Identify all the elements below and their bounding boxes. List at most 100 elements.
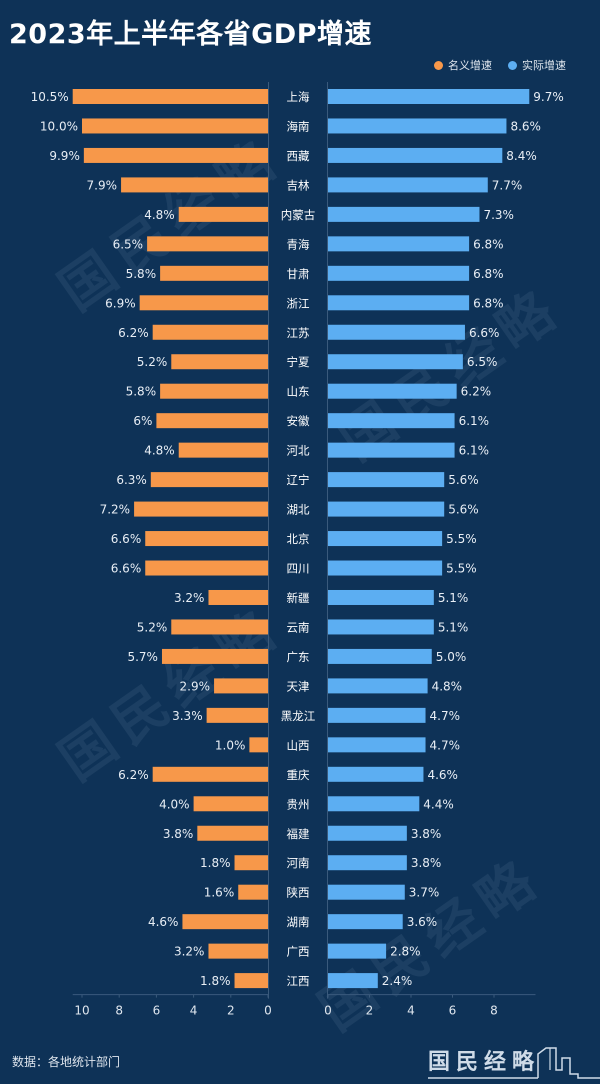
bar-nominal <box>150 472 268 488</box>
bar-real <box>328 501 445 517</box>
bar-real <box>328 619 434 635</box>
label-nominal: 1.0% <box>215 738 246 752</box>
bar-nominal <box>178 206 268 222</box>
label-real: 4.4% <box>423 797 454 811</box>
category-label: 湖北 <box>287 503 310 517</box>
category-label: 江西 <box>287 974 310 988</box>
legend-label-nominal: 名义增速 <box>448 59 492 72</box>
category-label: 山西 <box>287 738 310 752</box>
tick-label-left: 6 <box>153 1004 161 1018</box>
bar-nominal <box>72 89 268 104</box>
bar-nominal <box>160 383 268 399</box>
bar-nominal <box>82 118 268 134</box>
category-label: 河南 <box>287 856 310 870</box>
label-real: 6.2% <box>461 385 492 399</box>
label-nominal: 9.9% <box>49 149 80 163</box>
bar-nominal <box>156 413 268 429</box>
label-nominal: 4.8% <box>144 444 175 458</box>
tick-label-right: 6 <box>449 1004 457 1018</box>
label-real: 3.7% <box>409 886 440 900</box>
label-real: 4.8% <box>432 679 463 693</box>
label-real: 6.6% <box>469 326 500 340</box>
brand-logo: 国民经略 <box>420 1040 600 1084</box>
label-nominal: 6.9% <box>105 296 136 310</box>
bar-nominal <box>139 295 268 311</box>
label-real: 8.6% <box>510 119 541 133</box>
label-real: 7.3% <box>483 208 513 222</box>
label-real: 6.1% <box>459 444 490 458</box>
label-real: 5.1% <box>438 591 469 605</box>
label-real: 7.7% <box>492 178 523 192</box>
bar-real <box>328 324 465 340</box>
bar-real <box>328 177 488 193</box>
label-real: 3.8% <box>411 827 442 841</box>
tick-label-left: 4 <box>190 1004 198 1018</box>
bar-nominal <box>178 442 268 458</box>
legend-item-real: 实际增速 <box>508 57 566 73</box>
bar-nominal <box>161 648 268 664</box>
bar-real <box>328 737 426 753</box>
label-real: 5.5% <box>446 562 477 576</box>
label-nominal: 10.0% <box>40 119 78 133</box>
category-label: 天津 <box>287 679 310 693</box>
category-label: 湖南 <box>287 915 310 929</box>
bar-real <box>328 383 457 399</box>
label-real: 4.6% <box>427 768 458 782</box>
bar-nominal <box>171 354 268 370</box>
category-label: 吉林 <box>287 178 310 192</box>
label-real: 4.7% <box>430 709 461 723</box>
bar-nominal <box>234 855 268 871</box>
bar-real <box>328 766 424 782</box>
tick-label-right: 0 <box>324 1004 332 1018</box>
bar-nominal <box>147 236 268 252</box>
bar-real <box>328 943 387 959</box>
label-real: 6.8% <box>473 296 504 310</box>
bar-real <box>328 147 503 163</box>
category-label: 重庆 <box>287 768 310 782</box>
category-label: 宁夏 <box>287 355 310 369</box>
bar-real <box>328 707 426 723</box>
label-nominal: 6.6% <box>111 532 142 546</box>
legend: 名义增速 实际增速 <box>434 57 566 73</box>
label-real: 9.7% <box>533 90 564 104</box>
label-nominal: 1.6% <box>204 886 235 900</box>
label-nominal: 5.7% <box>127 650 158 664</box>
label-nominal: 3.2% <box>174 591 205 605</box>
bar-real <box>328 236 470 252</box>
tick-label-left: 0 <box>264 1004 272 1018</box>
bar-real <box>328 89 530 104</box>
category-label: 贵州 <box>287 797 310 811</box>
label-nominal: 1.8% <box>200 856 231 870</box>
bar-nominal <box>145 531 268 547</box>
bar-nominal <box>208 943 268 959</box>
tick-label-left: 2 <box>227 1004 235 1018</box>
label-real: 6.8% <box>473 237 504 251</box>
label-nominal: 10.5% <box>31 90 69 104</box>
category-label: 海南 <box>287 119 310 133</box>
label-real: 3.6% <box>407 915 438 929</box>
category-label: 安徽 <box>287 414 310 428</box>
label-nominal: 5.2% <box>137 355 168 369</box>
label-real: 4.7% <box>430 738 461 752</box>
bar-nominal <box>234 973 268 989</box>
logo-text: 国民经略 <box>428 1049 541 1075</box>
chart-title: 2023年上半年各省GDP增速 <box>9 19 373 50</box>
bar-real <box>328 413 455 429</box>
label-real: 3.8% <box>411 856 442 870</box>
category-label: 广西 <box>287 945 310 959</box>
legend-dot-nominal <box>434 60 443 70</box>
label-real: 5.6% <box>448 473 479 487</box>
tick-label-right: 2 <box>366 1004 374 1018</box>
bar-nominal <box>121 177 268 193</box>
bar-real <box>328 589 434 605</box>
bar-real <box>328 914 403 930</box>
label-nominal: 7.9% <box>87 178 118 192</box>
bar-real <box>328 442 455 458</box>
legend-dot-real <box>508 60 517 70</box>
label-nominal: 3.2% <box>174 945 205 959</box>
bar-nominal <box>182 914 268 930</box>
label-nominal: 6.2% <box>118 326 149 340</box>
bar-nominal <box>238 884 268 900</box>
label-real: 8.4% <box>506 149 537 163</box>
category-label: 福建 <box>287 827 310 841</box>
